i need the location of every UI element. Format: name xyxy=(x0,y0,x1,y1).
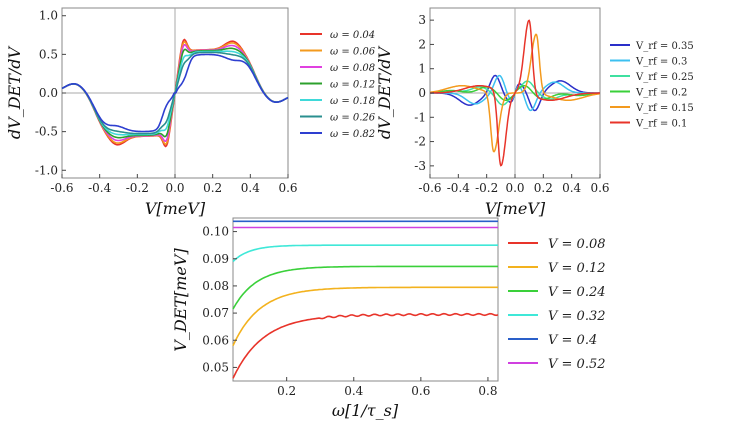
legend-label-5: ω = 0.26 xyxy=(330,113,376,124)
legend-1: ω = 0.04 ω = 0.06 ω = 0.08 ω = 0.12 ω = 0.18… xyxy=(300,30,376,140)
legend-label-3: V = 0.32 xyxy=(548,309,606,324)
y-tick-label: 0.09 xyxy=(202,252,229,266)
x-tick-label: 0.4 xyxy=(562,181,581,195)
data-lines-1 xyxy=(61,38,289,148)
x-tick-label: -0.2 xyxy=(475,181,498,195)
x-tick-label: 0.6 xyxy=(411,384,430,398)
plot-frame-3 xyxy=(232,217,499,382)
x-ticks-3: 0.2 0.4 0.6 0.8 xyxy=(277,377,497,398)
x-tick-label: -0.4 xyxy=(447,181,471,195)
legend-label-5: V = 0.52 xyxy=(548,357,606,372)
x-tick-label: 0.2 xyxy=(534,181,553,195)
x-tick-label: 0.0 xyxy=(165,181,184,195)
legend-label-4: ω = 0.18 xyxy=(330,96,375,107)
x-ticks-2: -0.6 -0.4 -0.2 0.0 0.2 0.4 0.6 xyxy=(418,174,610,195)
x-tick-label: 0.8 xyxy=(478,384,497,398)
legend-label-0: V_rf = 0.35 xyxy=(635,41,694,52)
legend-label-6: ω = 0.82 xyxy=(330,129,375,140)
x-tick-label: -0.6 xyxy=(418,181,441,195)
legend-label-3: ω = 0.12 xyxy=(330,80,375,91)
data-lines-2 xyxy=(430,19,600,167)
y-tick-label: 0.06 xyxy=(202,333,229,347)
x-tick-label: 0.4 xyxy=(241,181,260,195)
y-tick-label: 0.05 xyxy=(202,360,229,374)
x-ticks-1: -0.6 -0.4 -0.2 0.0 0.2 0.4 0.6 xyxy=(50,174,298,195)
y-ticks-3: 0.05 0.06 0.07 0.08 0.09 0.10 xyxy=(202,225,237,374)
x-axis-label-1: V[meV] xyxy=(145,199,206,218)
y-tick-label: 0.5 xyxy=(39,47,58,61)
x-tick-label: 0.6 xyxy=(590,181,609,195)
panel-2: -0.6 -0.4 -0.2 0.0 0.2 0.4 0.6 -3 -2 -1 0 1 2 3 V[me… xyxy=(375,7,694,218)
series-line-5 xyxy=(430,19,600,167)
legend-label-0: ω = 0.04 xyxy=(330,30,375,41)
y-axis-label-2: dV_DET/dV xyxy=(375,45,394,139)
series-line-6 xyxy=(61,53,289,133)
x-tick-label: -0.6 xyxy=(50,181,73,195)
y-tick-label: 1 xyxy=(418,62,426,76)
panel-1: -0.6 -0.4 -0.2 0.0 0.2 0.4 0.6 -1.0 -0.5 0.0 0.5 1… xyxy=(5,7,376,218)
legend-label-4: V = 0.4 xyxy=(548,333,597,348)
legend-label-0: V = 0.08 xyxy=(548,237,606,252)
y-tick-label: 3 xyxy=(418,13,426,27)
legend-label-2: V = 0.24 xyxy=(548,285,606,300)
legend-label-2: ω = 0.08 xyxy=(330,63,375,74)
x-tick-label: 0.0 xyxy=(505,181,524,195)
x-tick-label: 0.4 xyxy=(344,384,363,398)
x-axis-label-2: V[meV] xyxy=(485,199,546,218)
series-line-2 xyxy=(232,265,498,310)
y-ticks-2: -3 -2 -1 0 1 2 3 xyxy=(414,13,434,173)
series-line-1 xyxy=(232,286,498,347)
x-tick-label: 0.6 xyxy=(278,181,297,195)
x-tick-label: -0.2 xyxy=(126,181,149,195)
legend-label-1: V = 0.12 xyxy=(548,261,606,276)
legend-label-1: V_rf = 0.3 xyxy=(635,57,687,68)
y-tick-label: 1.0 xyxy=(39,9,58,23)
legend-label-2: V_rf = 0.25 xyxy=(635,72,694,83)
y-tick-label: 0 xyxy=(418,86,426,100)
y-tick-label: -3 xyxy=(414,159,426,173)
y-tick-label: 2 xyxy=(418,37,426,51)
x-tick-label: 0.2 xyxy=(203,181,222,195)
y-axis-label-3: V_DET[meV] xyxy=(171,248,190,352)
y-axis-label-1: dV_DET/dV xyxy=(5,45,24,139)
y-ticks-1: -1.0 -0.5 0.0 0.5 1.0 xyxy=(35,9,66,177)
y-tick-label: -1.0 xyxy=(35,163,58,177)
y-tick-label: 0.08 xyxy=(202,279,229,293)
series-line-3 xyxy=(232,244,498,263)
legend-3: V = 0.08 V = 0.12 V = 0.24 V = 0.32 V = 0.4 V… xyxy=(508,237,606,372)
legend-label-1: ω = 0.06 xyxy=(330,47,376,58)
y-tick-label: 0.07 xyxy=(202,306,229,320)
data-lines-3 xyxy=(232,220,499,379)
x-tick-label: -0.4 xyxy=(88,181,112,195)
y-tick-label: 0.0 xyxy=(39,86,58,100)
legend-label-4: V_rf = 0.15 xyxy=(635,103,694,114)
y-tick-label: 0.10 xyxy=(202,225,229,239)
panel-3: 0.2 0.4 0.6 0.8 0.05 0.06 0.07 0.08 0.09 0.10 ω[… xyxy=(171,217,606,420)
x-axis-label-3: ω[1/τ_s] xyxy=(332,401,399,420)
legend-label-3: V_rf = 0.2 xyxy=(635,88,687,99)
x-tick-label: 0.2 xyxy=(277,384,296,398)
series-line-0 xyxy=(232,312,499,379)
legend-2: V_rf = 0.35 V_rf = 0.3 V_rf = 0.25 V_rf = 0… xyxy=(610,41,694,130)
y-tick-label: -1 xyxy=(414,110,426,124)
legend-label-5: V_rf = 0.1 xyxy=(635,119,687,130)
y-tick-label: -0.5 xyxy=(35,125,58,139)
y-tick-label: -2 xyxy=(414,135,426,149)
